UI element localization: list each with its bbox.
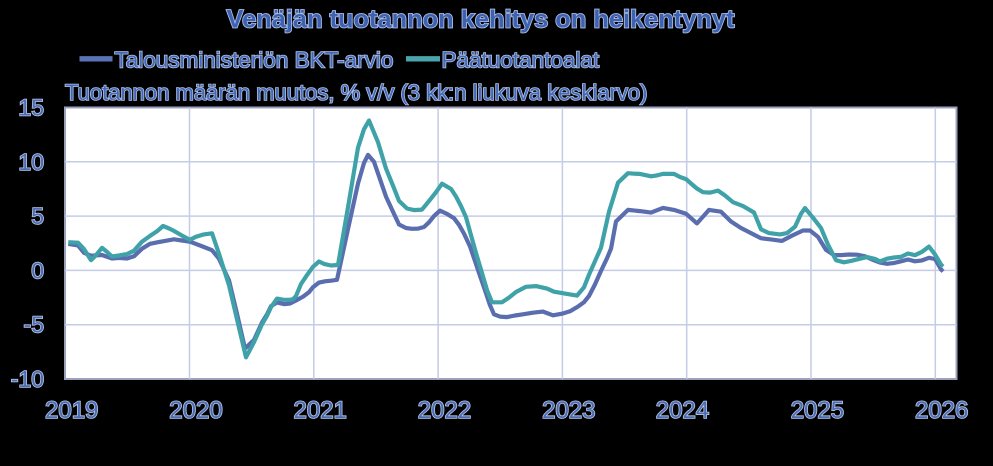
svg-text:2021: 2021 (294, 397, 347, 424)
svg-text:2019: 2019 (45, 397, 98, 424)
svg-text:-10: -10 (11, 366, 44, 392)
svg-text:15: 15 (18, 95, 44, 121)
svg-text:2024: 2024 (656, 397, 709, 424)
svg-text:Venäjän tuotannon kehitys on h: Venäjän tuotannon kehitys on heikentynyt (227, 6, 735, 34)
svg-text:2023: 2023 (542, 397, 595, 424)
svg-text:Päätuotantoalat: Päätuotantoalat (442, 48, 600, 73)
svg-text:0: 0 (31, 257, 44, 283)
svg-text:2022: 2022 (418, 397, 471, 424)
svg-text:2025: 2025 (791, 397, 844, 424)
svg-text:10: 10 (18, 149, 44, 175)
svg-text:2026: 2026 (915, 397, 968, 424)
svg-text:-5: -5 (24, 312, 44, 338)
svg-text:Talousministeriön BKT-arvio: Talousministeriön BKT-arvio (115, 48, 394, 73)
svg-text:5: 5 (31, 203, 44, 229)
svg-text:Tuotannon määrän muutos, % v/v: Tuotannon määrän muutos, % v/v (3 kk:n l… (65, 80, 647, 105)
svg-text:2020: 2020 (169, 397, 222, 424)
